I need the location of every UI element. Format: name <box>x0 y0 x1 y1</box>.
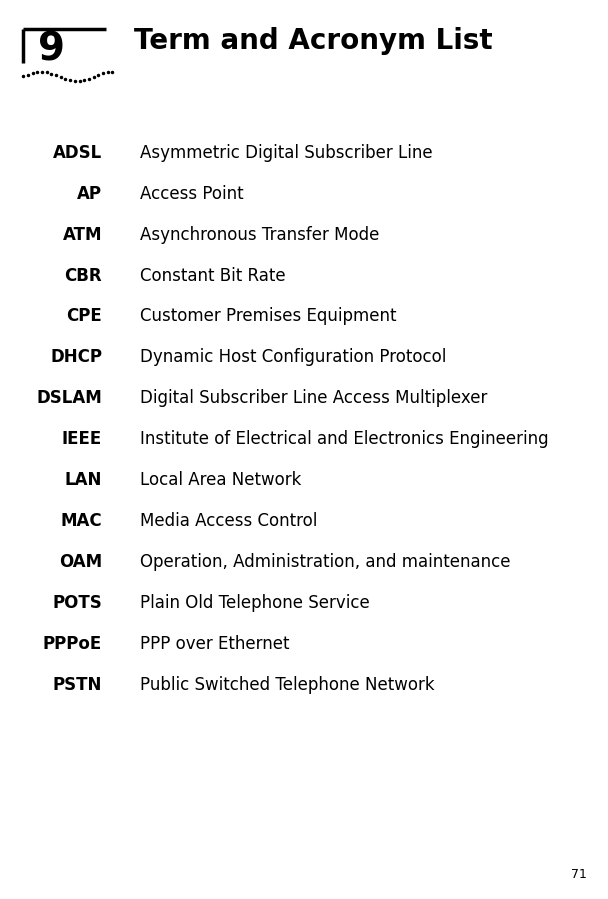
Text: Local Area Network: Local Area Network <box>140 471 301 489</box>
Text: Access Point: Access Point <box>140 184 243 203</box>
Text: CBR: CBR <box>64 266 102 285</box>
Text: AP: AP <box>77 184 102 203</box>
Text: IEEE: IEEE <box>62 430 102 449</box>
Text: ATM: ATM <box>63 226 102 244</box>
Text: Dynamic Host Configuration Protocol: Dynamic Host Configuration Protocol <box>140 348 446 367</box>
Text: PPPoE: PPPoE <box>43 635 102 653</box>
Text: MAC: MAC <box>61 512 102 530</box>
Text: Media Access Control: Media Access Control <box>140 512 317 530</box>
Text: Asynchronous Transfer Mode: Asynchronous Transfer Mode <box>140 226 379 244</box>
Text: Public Switched Telephone Network: Public Switched Telephone Network <box>140 675 435 694</box>
Text: 71: 71 <box>571 868 587 881</box>
Text: DHCP: DHCP <box>50 348 102 367</box>
Text: CPE: CPE <box>66 307 102 325</box>
Text: Plain Old Telephone Service: Plain Old Telephone Service <box>140 593 370 612</box>
Text: Term and Acronym List: Term and Acronym List <box>134 27 492 55</box>
Text: Digital Subscriber Line Access Multiplexer: Digital Subscriber Line Access Multiplex… <box>140 389 487 407</box>
Text: Institute of Electrical and Electronics Engineering: Institute of Electrical and Electronics … <box>140 430 548 449</box>
Text: PSTN: PSTN <box>53 675 102 694</box>
Text: Customer Premises Equipment: Customer Premises Equipment <box>140 307 396 325</box>
Text: Asymmetric Digital Subscriber Line: Asymmetric Digital Subscriber Line <box>140 144 432 162</box>
Text: PPP over Ethernet: PPP over Ethernet <box>140 635 289 653</box>
Text: POTS: POTS <box>52 593 102 612</box>
Text: 9: 9 <box>38 31 65 68</box>
Text: Operation, Administration, and maintenance: Operation, Administration, and maintenan… <box>140 553 510 571</box>
Text: DSLAM: DSLAM <box>36 389 102 407</box>
Text: ADSL: ADSL <box>53 144 102 162</box>
Text: OAM: OAM <box>59 553 102 571</box>
Text: Constant Bit Rate: Constant Bit Rate <box>140 266 286 285</box>
Text: LAN: LAN <box>65 471 102 489</box>
